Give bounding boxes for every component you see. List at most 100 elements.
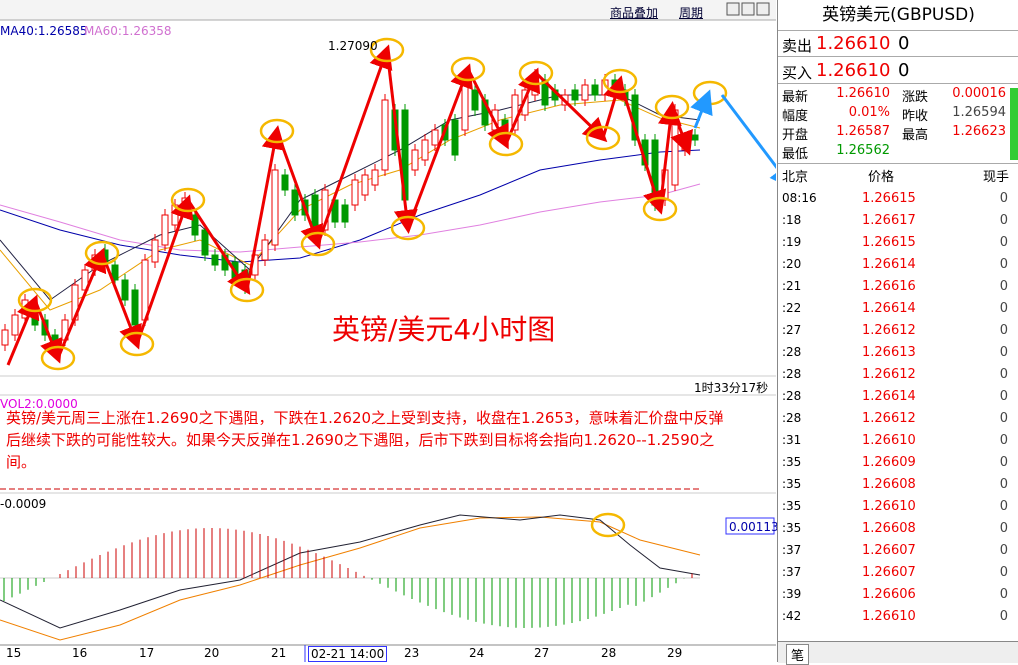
tick-row: :18 1.26617 0 [778,210,1010,232]
side-bar [1010,88,1018,160]
tick-price: 1.26606 [862,587,916,602]
arrow [186,199,251,296]
x-tick-label: 23 [404,646,420,660]
tick-volume: 0 [999,411,1008,426]
tick-price: 1.26615 [862,235,916,250]
highlight [390,215,426,241]
sell-row: 卖出 1.26610 0 [778,30,1018,57]
tick-price: 1.26608 [862,477,916,492]
tick-time: :21 [782,279,802,293]
tick-price: 1.26610 [862,433,916,448]
tick-price: 1.26615 [862,191,916,206]
stat-value: 1.26587 [836,124,890,139]
tick-price: 1.26608 [862,521,916,536]
buy-volume: 0 [898,60,910,81]
tab[interactable]: 笔 [786,644,810,665]
period-button[interactable]: 周期 [679,6,704,20]
tick-volume: 0 [999,587,1008,602]
highlight [488,131,524,157]
highlight [450,56,486,82]
buy-row: 买入 1.26610 0 [778,57,1018,84]
tick-volume: 0 [999,543,1008,558]
arrow [466,68,509,150]
toolbar-bg [0,0,776,20]
candle [471,89,479,111]
highlight [300,231,336,257]
x-tick-label: 17 [139,646,155,660]
tick-price: 1.26607 [862,543,916,558]
ma-short [0,99,701,311]
button[interactable] [741,2,755,16]
highlight [692,80,728,106]
candle [571,89,579,101]
arrow [601,75,627,139]
tick-time: :35 [782,499,802,513]
stat-value: 1.26610 [836,86,890,101]
header-cell: 北京 [782,170,809,185]
highlight [585,125,621,151]
tick-time: :37 [782,565,802,579]
x-tick-label: 29 [667,646,683,660]
x-tick-label: 16 [72,646,88,660]
sell-label: 卖出 [782,37,813,55]
button[interactable] [756,2,770,16]
tick-row: :28 1.26612 0 [778,408,1010,430]
arrow [135,194,194,345]
divider [778,163,1018,164]
candle [581,84,589,101]
tick-time: :28 [782,345,802,359]
tick-volume: 0 [999,257,1008,272]
highlight [40,345,76,371]
tick-price: 1.26610 [862,609,916,624]
tick-price: 1.26610 [862,499,916,514]
tick-row: :19 1.26615 0 [778,232,1010,254]
ma40 [0,149,701,263]
arrow [720,94,776,190]
candle [461,84,469,131]
tick-volume: 0 [999,433,1008,448]
candle [131,289,139,326]
button[interactable] [726,2,740,16]
quote-title: 英镑美元(GBPUSD) [778,0,1018,31]
tick-volume: 0 [999,345,1008,360]
tick-volume: 0 [999,191,1008,206]
tick-price: 1.26613 [862,345,916,360]
tick-time: :18 [782,213,802,227]
ma40-label: MA40:1.26585 [0,24,88,38]
arrow [100,252,142,350]
tick-time: :19 [782,235,802,249]
countdown: 1时33分17秒 [694,381,769,395]
candle [591,84,599,96]
x-tick-label: 28 [601,646,617,660]
tick-time: :37 [782,543,802,557]
tick-price: 1.26612 [862,323,916,338]
stat-value: 1.26594 [952,105,1006,120]
tick-volume: 0 [999,323,1008,338]
tick-price: 1.26607 [862,565,916,580]
tick-time: :35 [782,455,802,469]
sell-volume: 0 [898,33,910,54]
arrow [534,71,608,143]
tick-header: 北京 价格 现手 [778,166,1010,186]
candle [291,189,299,216]
candle [201,229,209,256]
arrow [504,67,541,145]
tick-time: :35 [782,521,802,535]
tick-price: 1.26614 [862,257,916,272]
candle [271,169,279,246]
tick-time: :28 [782,411,802,425]
highlight [259,118,295,144]
candle [341,204,349,223]
arrow [657,101,682,210]
candle [411,149,419,171]
candle [11,314,19,336]
highlight [369,37,405,63]
tick-volume: 0 [999,389,1008,404]
tick-row: :37 1.26607 0 [778,562,1010,584]
ma60 [0,183,701,253]
x-tick-label: 24 [469,646,485,660]
tick-row: :20 1.26614 0 [778,254,1010,276]
overlay-button[interactable]: 商品叠加 [610,6,659,20]
tick-row: :28 1.26614 0 [778,386,1010,408]
candle [421,139,429,161]
